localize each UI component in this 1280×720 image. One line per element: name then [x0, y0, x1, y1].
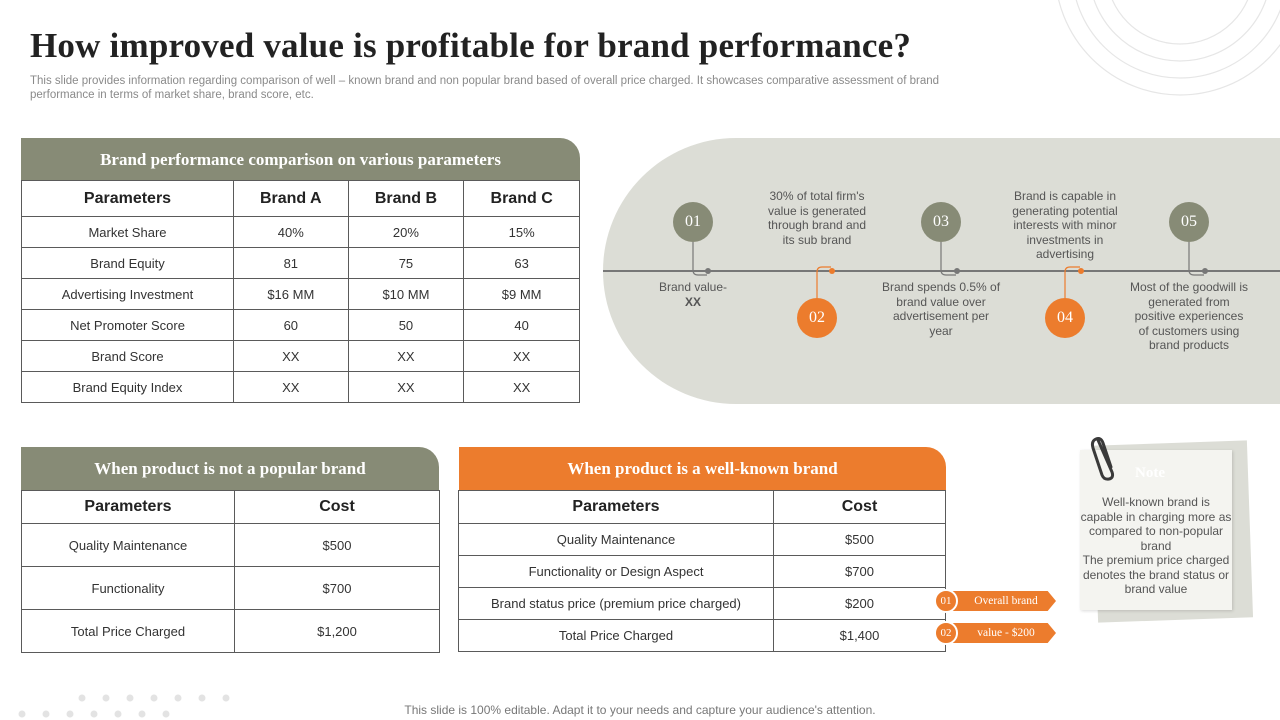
table-cell: $9 MM: [463, 278, 580, 310]
comparison-table: Parameters Brand A Brand B Brand C Marke…: [21, 180, 580, 403]
table-cell: 40%: [233, 216, 349, 248]
table-row: Advertising Investment $16 MM $10 MM $9 …: [21, 278, 580, 310]
table-cell: Total Price Charged: [458, 619, 774, 652]
table-cell: XX: [463, 371, 580, 403]
column-header: Brand C: [463, 180, 580, 217]
table-cell: $16 MM: [233, 278, 349, 310]
timeline-dot: [1202, 268, 1208, 274]
timeline-dot: [829, 268, 835, 274]
table-row: Functionality or Design Aspect $700: [458, 555, 946, 588]
decorative-circles: [1058, 0, 1280, 96]
table-cell: 50: [347, 309, 465, 341]
table-row: Quality Maintenance $500: [458, 523, 946, 556]
step-badge: 05: [1169, 202, 1209, 242]
table-cell: Quality Maintenance: [21, 523, 235, 567]
table-cell: 60: [233, 309, 349, 341]
page-title: How improved value is profitable for bra…: [30, 26, 912, 65]
table-cell: $700: [773, 555, 946, 588]
callout-tag: 02 value - $200: [934, 621, 1056, 645]
table-cell: Functionality: [21, 566, 235, 610]
timeline-dot: [954, 268, 960, 274]
tag-label: Overall brand: [952, 591, 1056, 611]
note-card: [1080, 450, 1232, 610]
table-cell: Quality Maintenance: [458, 523, 774, 556]
comparison-header: Brand performance comparison on various …: [21, 138, 580, 182]
table-cell: 75: [347, 247, 465, 279]
table-row: Functionality $700: [21, 566, 440, 610]
table-row: Quality Maintenance $500: [21, 523, 440, 567]
table-cell: Brand Score: [21, 340, 234, 372]
table-row: Market Share 40% 20% 15%: [21, 216, 580, 248]
callout-tag: 01 Overall brand: [934, 589, 1056, 613]
page-subtitle: This slide provides information regardin…: [30, 75, 939, 101]
step-text-value: XX: [684, 294, 701, 309]
table-header-row: Parameters Brand A Brand B Brand C: [21, 180, 580, 217]
not-popular-table: Parameters Cost Quality Maintenance $500…: [21, 490, 440, 653]
note-title: Note: [1135, 465, 1165, 481]
table-cell: $1,400: [773, 619, 946, 652]
table-cell: Functionality or Design Aspect: [458, 555, 774, 588]
step-badge: 03: [921, 202, 961, 242]
column-header: Cost: [234, 490, 440, 524]
step-badge: 04: [1045, 298, 1085, 338]
column-header: Brand B: [347, 180, 465, 217]
not-popular-header: When product is not a popular brand: [21, 447, 439, 491]
table-cell: $10 MM: [347, 278, 465, 310]
tag-label: value - $200: [952, 623, 1056, 643]
well-known-table: Parameters Cost Quality Maintenance $500…: [458, 490, 946, 652]
step-text: Brand value- XX: [653, 280, 733, 309]
note-text: Well-known brand is capable in charging …: [1080, 495, 1232, 596]
table-cell: Total Price Charged: [21, 609, 235, 653]
tag-number: 01: [934, 589, 958, 613]
tag-number: 02: [934, 621, 958, 645]
table-cell: 40: [463, 309, 580, 341]
table-row: Net Promoter Score 60 50 40: [21, 309, 580, 341]
table-row: Total Price Charged $1,400: [458, 619, 946, 652]
timeline-dot: [705, 268, 711, 274]
step-text: 30% of total firm's value is generated t…: [767, 189, 867, 247]
step-badge: 02: [797, 298, 837, 338]
column-header: Brand A: [233, 180, 349, 217]
table-row: Brand status price (premium price charge…: [458, 587, 946, 620]
table-row: Brand Equity Index XX XX XX: [21, 371, 580, 403]
paperclip-icon: [1090, 437, 1115, 481]
table-cell: XX: [347, 371, 465, 403]
table-cell: Brand status price (premium price charge…: [458, 587, 774, 620]
table-cell: $500: [234, 523, 440, 567]
column-header: Parameters: [21, 490, 235, 524]
table-cell: $1,200: [234, 609, 440, 653]
table-cell: $700: [234, 566, 440, 610]
decorative-dots: [18, 694, 230, 718]
footer-text: This slide is 100% editable. Adapt it to…: [404, 703, 876, 717]
timeline-dot: [1078, 268, 1084, 274]
step-text: Most of the goodwill is generated from p…: [1129, 280, 1249, 352]
table-cell: XX: [233, 371, 349, 403]
well-known-header: When product is a well-known brand: [459, 447, 946, 491]
step-badge: 01: [673, 202, 713, 242]
column-header: Parameters: [458, 490, 774, 524]
column-header: Cost: [773, 490, 946, 524]
step-text-label: Brand value-: [658, 280, 728, 294]
table-cell: Market Share: [21, 216, 234, 248]
table-row: Total Price Charged $1,200: [21, 609, 440, 653]
step-text: Brand is capable in generating potential…: [1012, 189, 1118, 261]
table-header-row: Parameters Cost: [458, 490, 946, 524]
table-header-row: Parameters Cost: [21, 490, 440, 524]
table-cell: 15%: [463, 216, 580, 248]
table-cell: Brand Equity Index: [21, 371, 234, 403]
step-text: Brand spends 0.5% of brand value over ad…: [881, 280, 1001, 338]
table-cell: $500: [773, 523, 946, 556]
table-cell: $200: [773, 587, 946, 620]
